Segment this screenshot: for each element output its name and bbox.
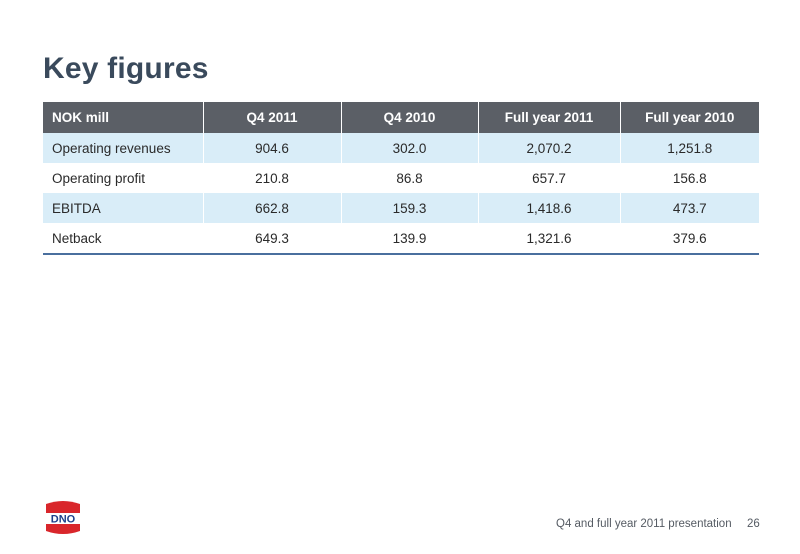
row-label: Operating profit [43, 163, 204, 193]
header-full-year-2011: Full year 2011 [478, 102, 621, 133]
table-cell: 2,070.2 [478, 133, 621, 163]
table-cell: 159.3 [341, 193, 479, 223]
table-cell: 657.7 [478, 163, 621, 193]
dno-logo: DNO [44, 501, 82, 534]
table-cell: 139.9 [341, 223, 479, 255]
row-label: EBITDA [43, 193, 204, 223]
key-figures-table: NOK mill Q4 2011 Q4 2010 Full year 2011 … [43, 102, 759, 255]
table-row: EBITDA 662.8 159.3 1,418.6 473.7 [43, 193, 759, 223]
table-cell: 1,251.8 [620, 133, 759, 163]
table-cell: 1,418.6 [478, 193, 621, 223]
table-cell: 662.8 [203, 193, 342, 223]
table-cell: 379.6 [620, 223, 759, 255]
table-cell: 473.7 [620, 193, 759, 223]
header-q4-2010: Q4 2010 [341, 102, 479, 133]
page-number: 26 [747, 518, 760, 530]
footer-presentation-title: Q4 and full year 2011 presentation [556, 518, 732, 530]
table-row: Operating revenues 904.6 302.0 2,070.2 1… [43, 133, 759, 163]
table-cell: 156.8 [620, 163, 759, 193]
table-row: Operating profit 210.8 86.8 657.7 156.8 [43, 163, 759, 193]
header-q4-2011: Q4 2011 [203, 102, 342, 133]
row-label: Operating revenues [43, 133, 204, 163]
header-full-year-2010: Full year 2010 [620, 102, 759, 133]
table-cell: 1,321.6 [478, 223, 621, 255]
table-cell: 649.3 [203, 223, 342, 255]
slide-title: Key figures [43, 52, 209, 85]
header-nok-mill: NOK mill [43, 102, 204, 133]
table-header-row: NOK mill Q4 2011 Q4 2010 Full year 2011 … [43, 102, 759, 133]
table-cell: 904.6 [203, 133, 342, 163]
table-row: Netback 649.3 139.9 1,321.6 379.6 [43, 223, 759, 255]
table-cell: 210.8 [203, 163, 342, 193]
table-cell: 302.0 [341, 133, 479, 163]
table-cell: 86.8 [341, 163, 479, 193]
logo-text: DNO [51, 514, 76, 526]
row-label: Netback [43, 223, 204, 255]
